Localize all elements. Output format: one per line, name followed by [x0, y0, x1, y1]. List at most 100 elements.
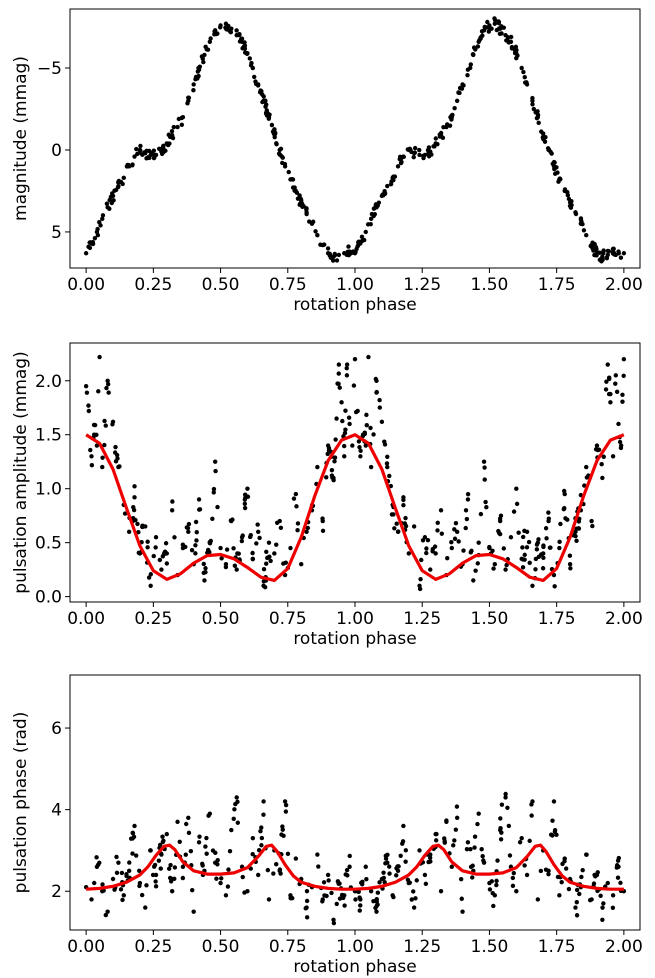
- data-point: [621, 356, 627, 362]
- data-point: [88, 240, 93, 245]
- panel-2: 0.00 0.25 0.50 0.75 1.00 1.25 1.50 1.75 2.00 0.0 0…: [11, 342, 643, 649]
- data-point: [401, 502, 406, 508]
- data-point: [541, 555, 546, 561]
- data-point: [137, 883, 142, 889]
- data-point: [381, 875, 387, 881]
- data-point: [529, 813, 534, 818]
- data-point: [86, 408, 92, 414]
- data-point: [130, 163, 135, 168]
- data-point: [552, 171, 558, 176]
- data-point: [188, 848, 194, 854]
- data-point: [453, 521, 459, 526]
- data-point: [364, 876, 369, 882]
- data-point: [517, 840, 523, 845]
- data-point: [494, 878, 499, 884]
- data-point: [172, 535, 177, 540]
- data-point: [291, 496, 297, 501]
- data-point: [105, 381, 111, 387]
- data-point: [215, 862, 220, 867]
- data-point: [444, 122, 450, 127]
- data-point: [95, 232, 101, 238]
- data-point: [385, 464, 390, 470]
- x-tick-label: 1.00: [336, 937, 374, 957]
- data-point: [242, 497, 248, 502]
- data-point: [331, 917, 336, 922]
- data-point: [95, 226, 100, 232]
- x-axis-label: rotation phase: [293, 295, 416, 315]
- data-point: [468, 65, 473, 71]
- data-point: [425, 148, 431, 153]
- data-point: [530, 95, 535, 101]
- data-point: [419, 557, 424, 563]
- data-point: [374, 389, 379, 395]
- data-point: [550, 833, 555, 838]
- data-point: [219, 876, 224, 881]
- x-tick-label: 0.50: [202, 275, 240, 295]
- data-point: [371, 432, 376, 437]
- data-point: [285, 851, 291, 857]
- data-point: [615, 875, 621, 880]
- data-point: [589, 518, 594, 524]
- data-point: [594, 253, 599, 258]
- data-point: [204, 851, 209, 856]
- data-point: [590, 240, 595, 245]
- data-point: [242, 40, 247, 45]
- data-point: [240, 874, 245, 880]
- data-point: [401, 823, 406, 829]
- data-point: [587, 897, 593, 903]
- data-point: [158, 866, 163, 871]
- data-point: [266, 540, 272, 545]
- data-point: [200, 861, 205, 867]
- data-point: [274, 542, 279, 547]
- data-point: [605, 362, 610, 367]
- data-point: [100, 455, 105, 460]
- data-point: [582, 483, 587, 488]
- data-point: [190, 888, 195, 893]
- data-point: [601, 454, 606, 459]
- data-point: [392, 174, 398, 179]
- data-point: [255, 522, 260, 527]
- data-point: [232, 807, 237, 812]
- data-point: [351, 383, 357, 388]
- data-point: [449, 545, 454, 551]
- data-point: [449, 540, 454, 545]
- data-point: [573, 211, 579, 217]
- data-point: [352, 356, 358, 362]
- data-point: [217, 25, 223, 30]
- data-point: [396, 529, 401, 534]
- data-point: [197, 507, 202, 512]
- x-tick-label: 0.75: [269, 609, 307, 629]
- data-point: [169, 889, 175, 894]
- y-tick-label: −5: [37, 59, 62, 79]
- data-point: [264, 561, 269, 566]
- x-tick-label: 1.50: [471, 275, 509, 295]
- data-point: [557, 893, 562, 898]
- data-point: [227, 849, 233, 854]
- data-point: [588, 243, 593, 249]
- data-point: [230, 517, 235, 522]
- data-point: [137, 868, 142, 873]
- data-point: [377, 880, 382, 885]
- data-point: [140, 524, 145, 530]
- data-point: [487, 544, 492, 550]
- data-point: [507, 853, 513, 858]
- data-point: [295, 528, 300, 533]
- data-point: [353, 409, 359, 415]
- data-point: [620, 399, 625, 404]
- data-point: [347, 421, 352, 427]
- data-point: [465, 491, 471, 497]
- data-point: [440, 135, 446, 141]
- data-point: [94, 432, 99, 438]
- data-point: [498, 513, 504, 518]
- data-point: [470, 863, 475, 868]
- data-point: [191, 909, 196, 914]
- y-tick-label: 0.0: [35, 588, 62, 608]
- data-point: [232, 563, 238, 568]
- data-point: [328, 255, 334, 260]
- data-point: [339, 400, 344, 405]
- data-point: [277, 152, 283, 158]
- data-point: [88, 447, 93, 453]
- data-point: [357, 908, 362, 913]
- data-point: [614, 389, 620, 394]
- data-point: [179, 122, 185, 127]
